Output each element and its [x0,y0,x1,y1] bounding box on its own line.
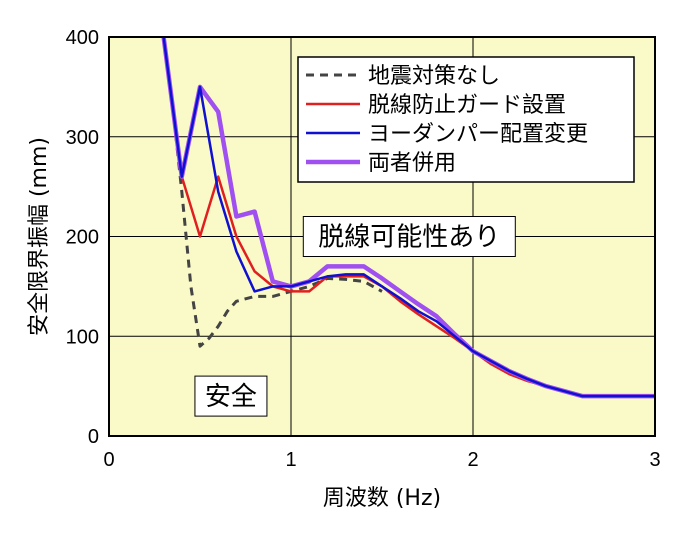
y-tick-label-2: 200 [66,227,99,249]
annotation-box-derail-possible [302,216,516,257]
annotation-box-safe [194,375,268,417]
x-axis-label: 周波数 (Hz) [323,486,441,511]
y-tick-label-4: 400 [66,27,99,49]
series-layer [161,37,655,399]
legend-label-derail-guard: 脱線防止ガード設置 [368,93,566,118]
x-tick-label-1: 1 [285,449,296,471]
series-line-2 [162,37,655,398]
x-tick-label-2: 2 [467,449,478,471]
legend: 地震対策なし 脱線防止ガード設置 ヨーダンパー配置変更 両者併用 [297,56,635,183]
legend-label-yaw-damper: ヨーダンパー配置変更 [368,122,588,147]
x-tick-label-3: 3 [649,449,660,471]
y-tick-label-3: 300 [66,127,99,149]
series-line-0 [162,37,383,348]
legend-label-no-countermeasure: 地震対策なし [368,64,500,89]
plot-frame [108,36,656,437]
y-tick-label-0: 0 [88,426,99,448]
y-tick-label-1: 100 [66,326,99,348]
legend-label-combined: 両者併用 [368,151,456,176]
annotation-derail-possible: 脱線可能性あり [318,223,500,253]
x-tick-label-0: 0 [103,449,114,471]
y-axis-label: 安全限界振幅 (mm) [27,137,52,336]
tick-labels: 0 1 2 3 0 100 200 300 400 [66,27,661,471]
annotation-safe: 安全 [205,382,257,412]
